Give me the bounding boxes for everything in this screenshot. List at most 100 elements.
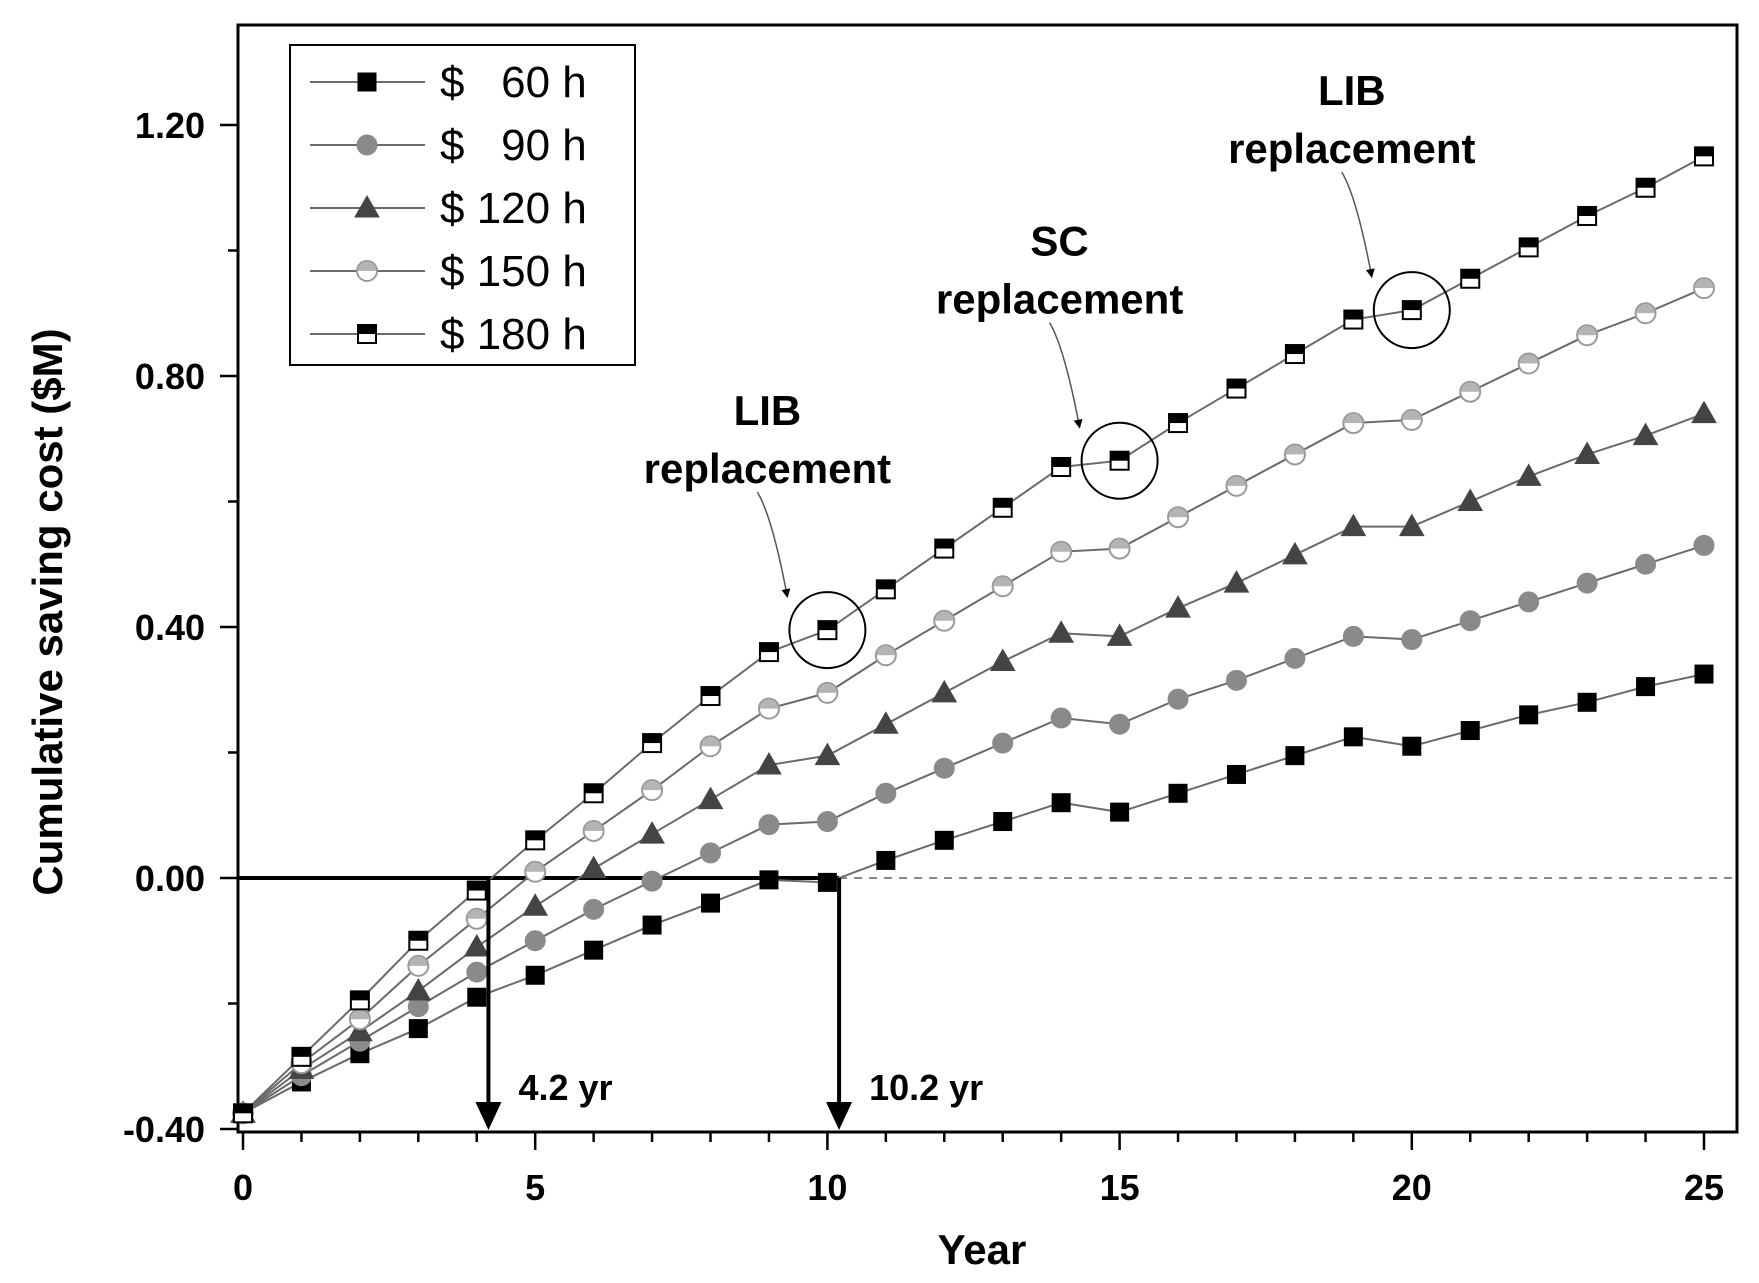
- data-point: [1051, 793, 1071, 813]
- plot-frame: [236, 23, 1739, 1134]
- marker-shape: [357, 72, 377, 92]
- data-point: [1635, 553, 1657, 575]
- data-point: [1401, 300, 1422, 321]
- data-point: [1517, 352, 1540, 375]
- x-tick-label: 0: [233, 1167, 253, 1208]
- data-point: [1106, 623, 1133, 646]
- data-point: [758, 642, 779, 663]
- marker-shape: [1343, 727, 1363, 747]
- data-point: [934, 830, 954, 850]
- data-point: [639, 821, 665, 844]
- marker-fill: [467, 881, 486, 891]
- data-point: [699, 735, 722, 758]
- data-point: [466, 880, 487, 901]
- data-point: [1283, 443, 1306, 466]
- payback-label: 10.2 yr: [869, 1067, 983, 1108]
- marker-shape: [933, 757, 955, 779]
- marker-shape: [817, 872, 837, 892]
- marker-fill: [1285, 345, 1304, 355]
- data-point: [582, 819, 605, 842]
- annotations: LIB replacement SC replacement LIB replacemen…: [644, 67, 1476, 670]
- data-point: [525, 965, 545, 985]
- marker-shape: [1635, 553, 1657, 575]
- marker-fill: [993, 577, 1012, 587]
- data-point: [1282, 541, 1308, 565]
- legend-label: $ 180 h: [440, 310, 587, 359]
- x-tick-label: 20: [1392, 1167, 1432, 1208]
- payback-2: 10.2 yr: [826, 878, 983, 1130]
- marker-fill: [467, 909, 486, 919]
- marker-shape: [1693, 534, 1715, 556]
- marker-shape: [354, 194, 380, 218]
- marker-fill: [876, 646, 895, 656]
- data-point: [1225, 474, 1248, 497]
- annotation-3: LIB replacement: [1228, 67, 1476, 350]
- data-point: [992, 732, 1014, 754]
- legend-marker: [356, 260, 378, 282]
- annotation-label: SC: [1030, 218, 1088, 265]
- marker-shape: [467, 987, 487, 1007]
- marker-shape: [876, 850, 896, 870]
- data-point: [1342, 625, 1364, 647]
- data-point: [874, 644, 897, 667]
- data-point: [1519, 705, 1539, 725]
- data-point: [524, 930, 546, 952]
- marker-shape: [347, 1018, 373, 1042]
- data-point: [1457, 488, 1484, 511]
- data-point: [1694, 664, 1714, 684]
- data-point: [1050, 540, 1073, 563]
- data-point: [991, 575, 1014, 598]
- marker-fill: [1519, 238, 1538, 248]
- data-point: [1576, 572, 1598, 594]
- marker-fill: [358, 262, 376, 271]
- payback-label: 4.2 yr: [518, 1067, 612, 1108]
- data-point: [1518, 237, 1539, 258]
- marker-fill: [1110, 539, 1129, 549]
- data-point: [1460, 268, 1481, 289]
- data-point: [1634, 302, 1657, 325]
- data-point: [1401, 629, 1423, 651]
- marker-fill: [818, 621, 837, 631]
- marker-fill: [701, 687, 720, 697]
- annotation-2: SC replacement: [936, 218, 1183, 500]
- marker-shape: [1225, 669, 1247, 691]
- series-90h: [232, 534, 1715, 1124]
- data-point: [1226, 764, 1246, 784]
- marker-fill: [1695, 279, 1713, 289]
- marker-fill: [1519, 354, 1538, 364]
- marker-shape: [525, 965, 545, 985]
- data-point: [697, 786, 724, 810]
- data-point: [1574, 441, 1600, 464]
- data-point: [1342, 412, 1365, 435]
- marker-shape: [463, 934, 490, 957]
- data-point: [233, 1103, 253, 1124]
- payback-arrowhead: [826, 1102, 853, 1130]
- y-tick-label: -0.40: [123, 1109, 205, 1150]
- marker-shape: [1226, 764, 1246, 784]
- data-point: [642, 733, 663, 754]
- data-point: [1168, 413, 1189, 434]
- annotation-circle: [1372, 271, 1451, 350]
- data-point: [1459, 380, 1482, 403]
- data-point: [1693, 277, 1715, 300]
- marker-shape: [642, 915, 662, 935]
- marker-shape: [758, 814, 780, 836]
- marker-shape: [701, 893, 721, 913]
- marker-shape: [1106, 623, 1133, 646]
- marker-fill: [1052, 542, 1071, 552]
- marker-shape: [993, 812, 1013, 832]
- marker-shape: [816, 811, 838, 833]
- data-point: [405, 977, 432, 1001]
- series-120h: [230, 400, 1717, 1123]
- marker-shape: [1519, 705, 1539, 725]
- marker-fill: [759, 699, 778, 709]
- marker-fill: [1052, 457, 1071, 467]
- data-point: [522, 893, 549, 916]
- legend-entry: $ 90 h: [310, 121, 587, 170]
- marker-fill: [1578, 326, 1597, 336]
- data-point: [933, 757, 955, 779]
- marker-shape: [1167, 688, 1189, 710]
- data-point: [700, 842, 722, 864]
- data-point: [1284, 647, 1306, 669]
- legend-entry: $ 150 h: [310, 247, 587, 296]
